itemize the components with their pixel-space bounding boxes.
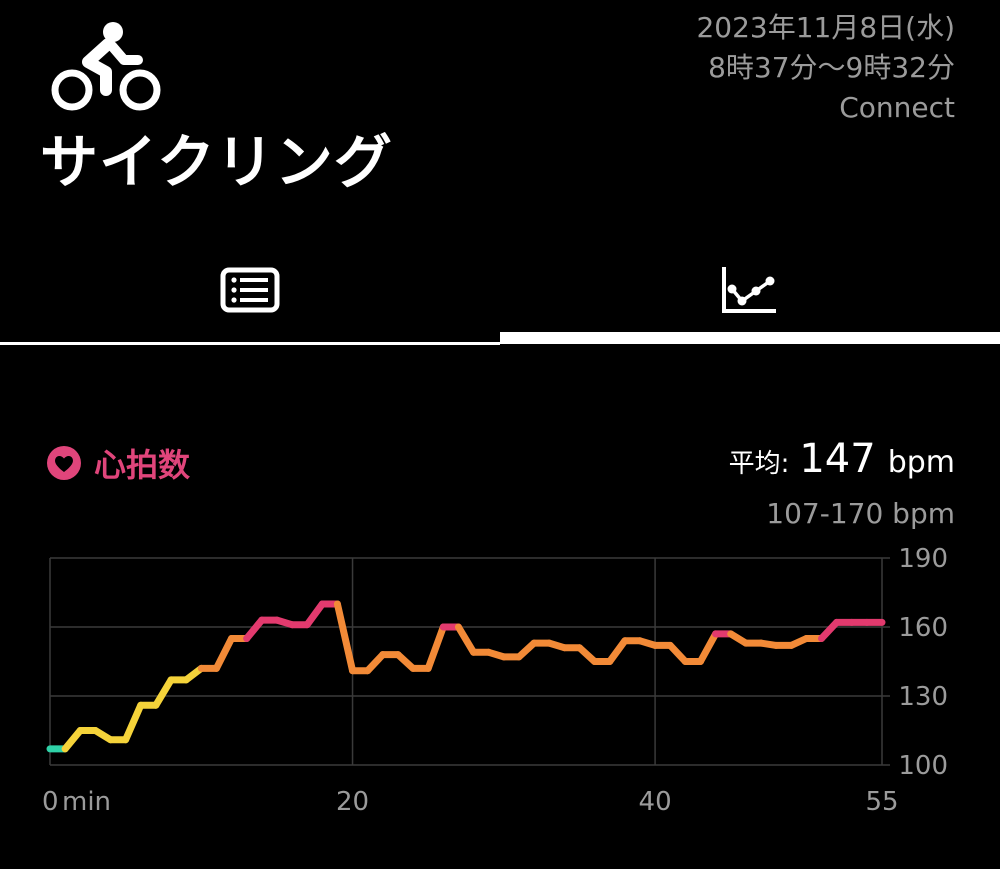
x-tick-label: 0	[42, 787, 59, 817]
heart-rate-label: 心拍数	[94, 446, 191, 484]
heart-rate-line-segment	[606, 637, 629, 665]
heart-rate-line-segment	[454, 623, 478, 656]
y-tick-label: 160	[898, 613, 948, 643]
heart-rate-line-segment	[333, 600, 357, 675]
heart-rate-line-segment	[152, 676, 175, 709]
x-tick-label: 55	[865, 787, 898, 817]
average-value: 147	[799, 436, 876, 482]
y-tick-label: 130	[898, 682, 948, 712]
heart-rate-line-segment	[303, 600, 326, 629]
y-tick-label: 100	[898, 751, 948, 781]
tab-indicator-track	[0, 342, 500, 345]
list-icon	[220, 267, 280, 313]
chart-icon	[722, 267, 776, 313]
average-unit: bpm	[887, 445, 955, 480]
cycling-icon	[51, 22, 161, 111]
tab-indicator-selected	[500, 332, 1000, 344]
heart-rate-line-segment	[122, 701, 145, 744]
workout-title: サイクリング	[40, 128, 393, 196]
heart-rate-line-segment	[817, 618, 841, 642]
tab-summary[interactable]	[0, 250, 500, 330]
x-tick-label: 40	[639, 787, 672, 817]
y-tick-label: 190	[898, 544, 948, 574]
workout-date: 2023年11月8日(水)	[696, 11, 955, 44]
heart-rate-line-segment	[666, 641, 689, 665]
heart-rate-line-segment	[424, 623, 447, 672]
average-prefix: 平均:	[728, 449, 790, 479]
heart-rate-line-segment	[243, 616, 266, 642]
workout-meta: 2023年11月8日(水) 8時37分〜9時32分 Connect	[696, 8, 955, 128]
heart-rate-line-segment	[364, 651, 387, 675]
heart-icon	[47, 446, 81, 480]
x-tick-label: 20	[336, 787, 369, 817]
heart-rate-chart: 100 130 160 190 0 20 40 55 min	[42, 544, 948, 817]
workout-time-range: 8時37分〜9時32分	[708, 51, 955, 84]
tab-chart[interactable]	[500, 250, 1000, 330]
heart-rate-line-segment	[61, 727, 84, 753]
heart-rate-line-segment	[696, 630, 720, 665]
heart-rate-average: 平均: 147 bpm	[729, 436, 955, 482]
workout-source: Connect	[839, 91, 955, 124]
heart-rate-range: 107-170 bpm	[766, 497, 955, 530]
x-unit-label: min	[62, 787, 111, 817]
heart-rate-line-segment	[212, 635, 236, 672]
heart-rate-header: 心拍数	[46, 440, 190, 486]
